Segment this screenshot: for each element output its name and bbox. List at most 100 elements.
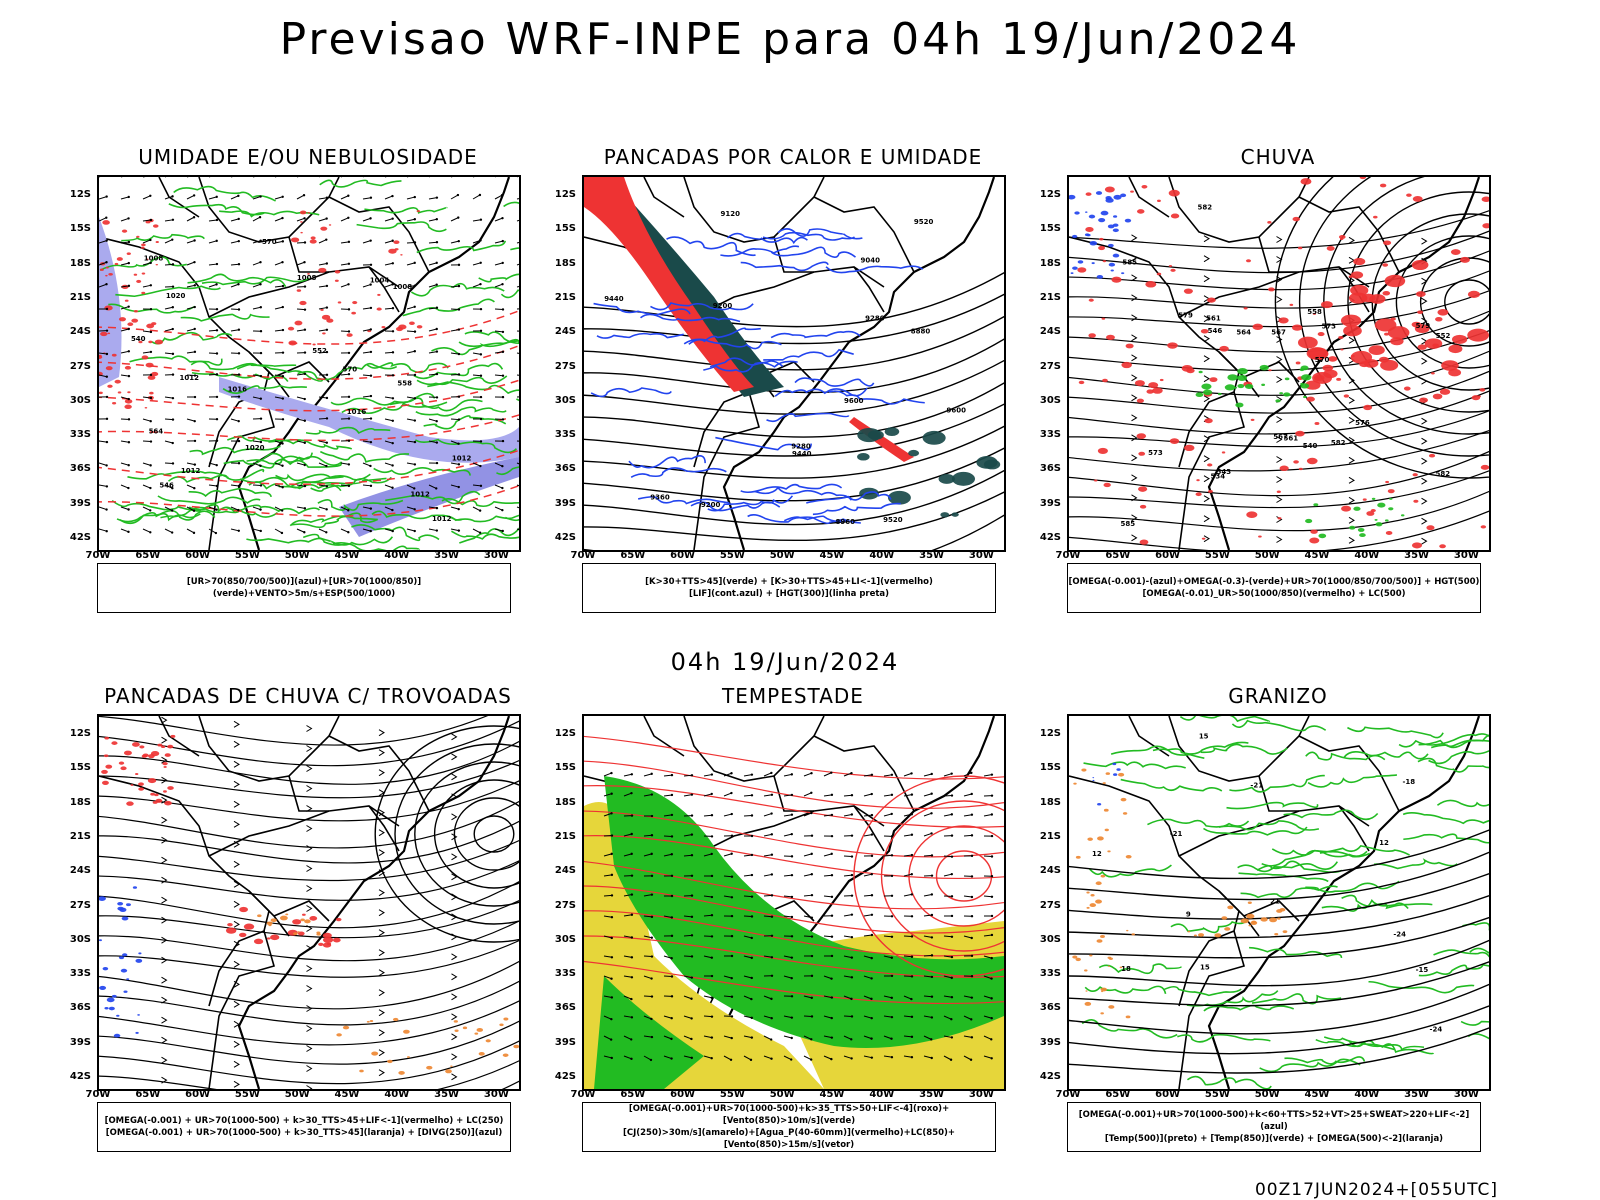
- wind-vector: [863, 955, 872, 959]
- wind-vector: [863, 774, 872, 777]
- contour-line: [99, 414, 519, 442]
- lat-tick-label: 30S: [554, 933, 576, 945]
- lon-tick-label: 30W: [1453, 550, 1479, 561]
- field-patch: [1100, 874, 1106, 878]
- field-patch: [1209, 377, 1218, 383]
- wind-vector: [783, 1035, 792, 1039]
- pressure-contour: [374, 725, 519, 943]
- state-border: [1298, 735, 1400, 812]
- wind-vector: [783, 975, 792, 979]
- field-patch: [1100, 1012, 1104, 1015]
- wind-vector: [643, 894, 652, 897]
- wind-vector-head: [369, 263, 373, 267]
- wind-vector: [723, 1055, 732, 1061]
- wind-vector: [120, 306, 129, 310]
- wind-vector: [230, 195, 239, 200]
- lat-tick-label: 36S: [554, 463, 576, 475]
- contour-label: 9520: [883, 516, 903, 524]
- field-patch: [1196, 479, 1200, 482]
- state-border: [643, 177, 685, 218]
- wind-vector-head: [127, 327, 130, 331]
- field-patch: [126, 903, 131, 907]
- humidity-contour: [173, 185, 276, 202]
- streamline-arrow: [1131, 454, 1138, 462]
- contour-label: -24: [1393, 930, 1406, 938]
- field-patch: [1406, 193, 1412, 197]
- wind-vector-head: [193, 239, 196, 242]
- wind-vector-head: [325, 373, 329, 377]
- wind-vector: [783, 895, 793, 898]
- humidity-contour: [1249, 946, 1343, 958]
- field-patch: [107, 384, 113, 388]
- wind-vector: [723, 1035, 732, 1039]
- wind-vector: [963, 895, 972, 898]
- streamline-arrow: [161, 996, 168, 1004]
- wind-vector: [963, 834, 973, 837]
- wind-vector: [703, 995, 712, 999]
- humidity-contour: [1179, 716, 1271, 723]
- wind-vector-head: [369, 306, 373, 310]
- field-patch: [111, 994, 117, 998]
- humidity-contour: [500, 289, 519, 299]
- field-patch: [371, 1051, 379, 1056]
- humidity-contour: [1163, 985, 1242, 997]
- wind-vector: [142, 528, 151, 533]
- wind-vector-head: [479, 261, 482, 264]
- contour-label: 1020: [245, 444, 265, 452]
- field-patch: [1375, 522, 1383, 527]
- wind-vector-head: [391, 464, 394, 467]
- wind-vector: [274, 306, 283, 310]
- field-patch: [1384, 274, 1406, 288]
- field-patch: [318, 267, 327, 273]
- wind-vector-head: [890, 1015, 894, 1019]
- wind-vector-head: [690, 833, 694, 836]
- wind-vector-head: [749, 1058, 753, 1062]
- wind-vector: [783, 814, 792, 817]
- contour-label: 561: [1283, 435, 1298, 443]
- wind-vector-head: [369, 529, 372, 533]
- field-patch: [1217, 392, 1222, 396]
- wind-vector-head: [710, 874, 714, 878]
- lat-tick-label: 15S: [554, 223, 576, 235]
- wind-vector-head: [435, 396, 439, 399]
- field-patch: [1467, 290, 1480, 298]
- field-patch: [292, 919, 302, 925]
- field-patch: [474, 1032, 479, 1035]
- field-patch: [951, 471, 976, 486]
- wind-vector: [274, 217, 283, 222]
- wind-vector-head: [259, 330, 263, 333]
- field-patch: [1275, 399, 1281, 403]
- wind-vector-head: [413, 218, 417, 221]
- wind-vector-head: [149, 419, 152, 423]
- field-patch: [239, 906, 249, 913]
- wind-vector: [723, 772, 732, 777]
- humidity-contour: [1402, 812, 1489, 825]
- field-patch: [296, 289, 302, 292]
- wind-vector: [494, 262, 503, 266]
- contour-label: 561: [1206, 315, 1221, 323]
- humidity-contour: [1436, 799, 1489, 808]
- humidity-contour: [1398, 733, 1489, 748]
- field-patch: [1359, 177, 1367, 180]
- panel-title: CHUVA: [1240, 145, 1316, 169]
- wind-vector: [450, 440, 459, 445]
- field-patch: [111, 353, 117, 357]
- wind-vector-head: [127, 217, 130, 220]
- field-patch: [1219, 345, 1229, 352]
- humidity-contour: [373, 467, 471, 476]
- contour-label: 9280: [865, 315, 885, 323]
- wind-vector: [623, 975, 632, 978]
- streamline-arrow: [233, 900, 240, 908]
- field-patch: [1085, 990, 1088, 992]
- contour-label: 582: [1331, 439, 1346, 447]
- field-patch: [141, 272, 146, 275]
- humidity-contour: [628, 455, 706, 469]
- field-patch: [297, 931, 300, 933]
- wind-vector-head: [501, 439, 505, 443]
- wind-vector-head: [105, 329, 109, 332]
- wind-vector-head: [105, 508, 108, 511]
- wind-vector-head: [391, 397, 395, 400]
- wind-vector: [903, 794, 912, 797]
- wind-vector-head: [413, 508, 416, 511]
- wind-vector: [186, 351, 195, 354]
